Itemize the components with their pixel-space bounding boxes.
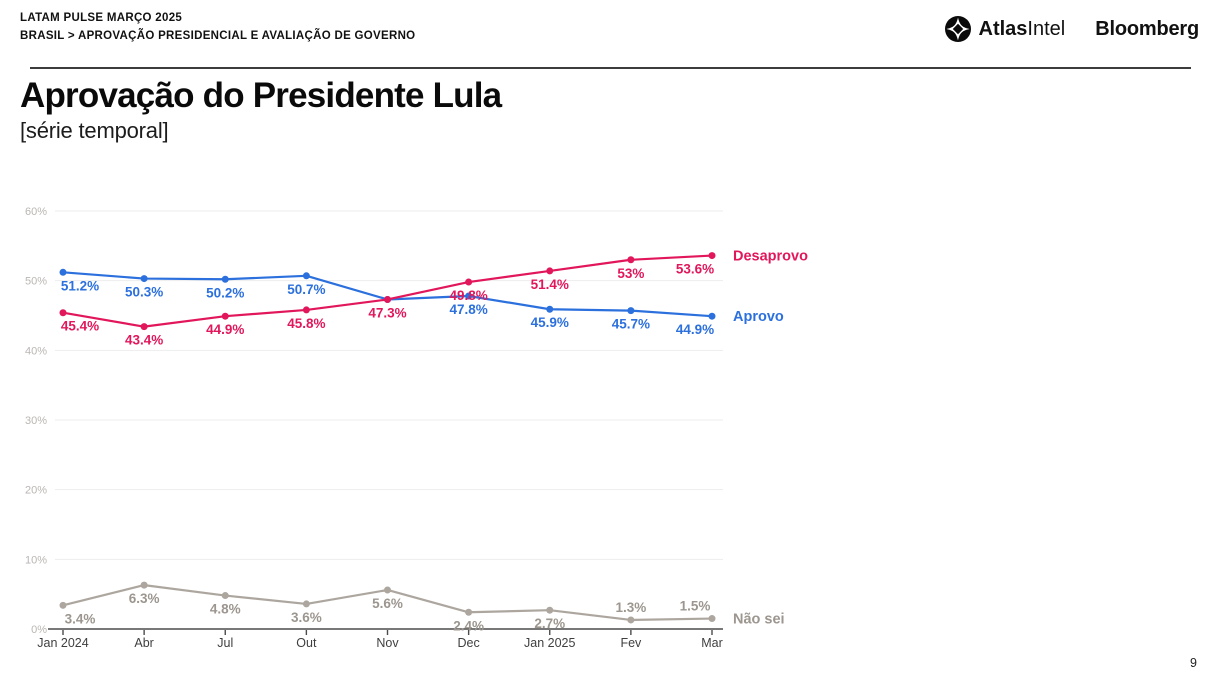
y-axis-label: 10% [25,554,47,566]
data-label-nao-sei: 4.8% [210,602,241,617]
data-label-nao-sei: 6.3% [129,591,160,606]
data-label-desaprovo: 53.6% [676,262,714,277]
data-point-nao-sei [302,600,310,608]
data-label-aprovo: 45.9% [531,315,569,330]
x-axis-label: Abr [134,636,153,650]
data-point-nao-sei [465,608,473,616]
data-point-nao-sei [627,616,635,624]
data-point-desaprovo [546,267,554,275]
data-point-nao-sei [708,615,716,623]
data-point-desaprovo [465,278,473,286]
data-point-desaprovo [627,256,635,264]
page-subtitle: [série temporal] [20,117,169,143]
breadcrumb: BRASIL > APROVAÇÃO PRESIDENCIAL E AVALIA… [20,29,416,42]
data-point-desaprovo [59,309,67,317]
data-label-desaprovo: 47.3% [368,305,406,320]
data-label-desaprovo: 45.8% [287,316,325,331]
x-axis-label: Jul [217,636,233,650]
data-point-aprovo [546,305,554,313]
title-block: Aprovação do Presidente Lula [série temp… [20,76,502,144]
atlasintel-wordmark-bold: Atlas [978,17,1028,40]
data-point-desaprovo [221,312,229,320]
data-label-nao-sei: 2.4% [453,618,484,633]
data-label-desaprovo: 49.8% [449,288,487,303]
data-label-nao-sei: 3.4% [65,611,96,626]
data-label-nao-sei: 2.7% [534,616,565,631]
page-title: Aprovação do Presidente Lula [20,76,502,115]
y-axis-label: 30% [25,415,47,427]
data-point-aprovo [221,275,229,283]
data-point-aprovo [708,312,716,320]
data-label-nao-sei: 3.6% [291,610,322,625]
data-point-desaprovo [708,252,716,260]
x-axis-label: Mar [701,636,723,650]
data-point-nao-sei [59,601,67,609]
x-axis-label: Jan 2025 [524,636,575,650]
data-label-aprovo: 47.8% [449,302,487,317]
x-axis-label: Nov [376,636,399,650]
report-header: LATAM PULSE MARÇO 2025 BRASIL > APROVAÇÃ… [20,10,1201,69]
x-axis-label: Out [296,636,317,650]
x-axis-label: Jan 2024 [37,636,88,650]
atlasintel-logo: AtlasIntel [944,16,1066,42]
data-point-aprovo [140,275,148,283]
data-point-aprovo [302,272,310,280]
legend-label-aprovo: Aprovo [733,309,784,325]
data-label-desaprovo: 43.4% [125,333,163,348]
y-axis-label: 20% [25,485,47,497]
data-point-desaprovo [302,306,310,314]
data-label-desaprovo: 51.4% [531,277,569,292]
data-label-aprovo: 50.7% [287,282,325,297]
bloomberg-logo: Bloomberg [1095,17,1199,40]
page-number: 9 [1190,656,1197,670]
atlasintel-wordmark: AtlasIntel [979,18,1066,41]
data-label-nao-sei: 1.3% [615,600,646,615]
data-point-nao-sei [546,606,554,614]
data-label-nao-sei: 5.6% [372,596,403,611]
data-point-desaprovo [384,295,391,303]
y-axis-label: 50% [25,276,47,288]
y-axis-label: 40% [25,345,47,357]
data-label-aprovo: 51.2% [61,278,99,293]
data-label-aprovo: 50.3% [125,285,163,300]
data-label-aprovo: 50.2% [206,285,244,300]
brand-logos: AtlasIntel Bloomberg [944,16,1199,42]
data-point-nao-sei [384,586,391,594]
data-label-aprovo: 44.9% [676,322,714,337]
data-point-nao-sei [221,592,229,600]
data-label-nao-sei: 1.5% [680,599,711,614]
chart-canvas: 0% 10% 20% 30% 40% 50% 60% Jan 2024 Abr Jul Out Nov… [25,206,808,650]
header-divider [30,67,1191,69]
legend-label-desaprovo: Desaprovo [733,249,808,265]
y-axis-label: 0% [31,624,47,636]
x-axis-label: Fev [620,636,642,650]
atlasintel-compass-icon [944,16,971,42]
data-label-desaprovo: 44.9% [206,322,244,337]
data-label-desaprovo: 53% [617,266,644,281]
data-point-aprovo [465,292,473,300]
data-point-aprovo [59,268,67,276]
y-axis-label: 60% [25,206,47,218]
header-breadcrumb-block: LATAM PULSE MARÇO 2025 BRASIL > APROVAÇÃ… [20,10,1201,46]
report-edition-label: LATAM PULSE MARÇO 2025 [20,12,183,24]
approval-timeseries-chart: 0% 10% 20% 30% 40% 50% 60% Jan 2024 Abr Jul Out Nov… [20,190,1000,670]
data-label-aprovo: 45.7% [612,317,650,332]
x-axis-label: Dec [458,636,480,650]
data-point-aprovo [627,307,635,315]
data-point-nao-sei [140,581,148,589]
legend-label-nao-sei: Não sei [733,612,785,628]
data-label-desaprovo: 45.4% [61,319,99,334]
data-point-desaprovo [140,323,148,331]
atlasintel-wordmark-light: Intel [1027,17,1066,40]
